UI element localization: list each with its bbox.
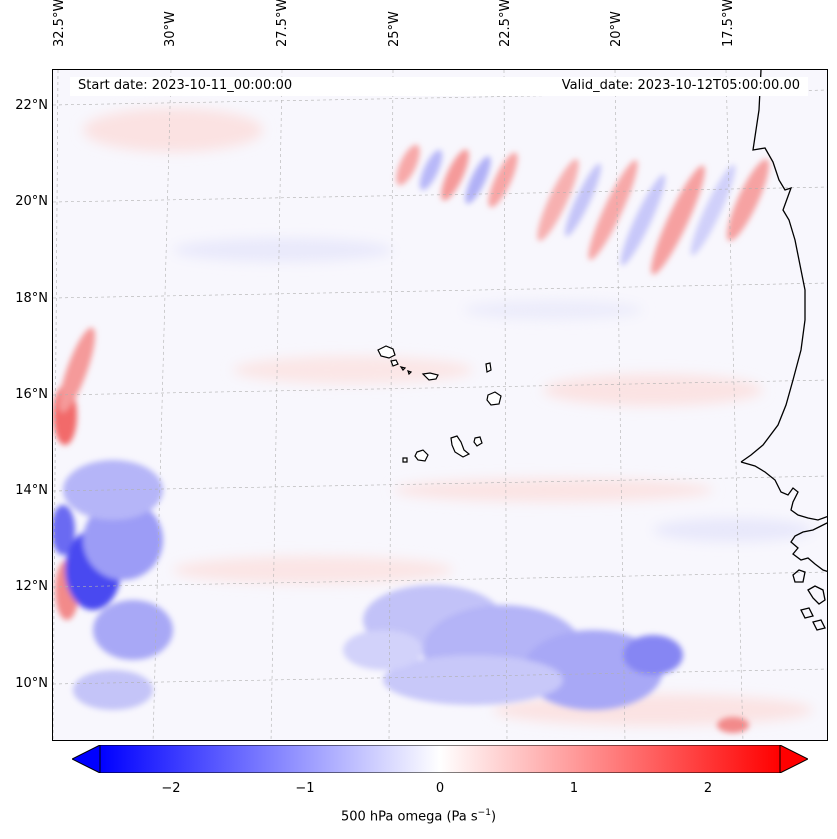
west-africa-coastline <box>740 70 827 631</box>
lon-label-30w: 30°W <box>163 11 178 47</box>
graticule <box>53 70 827 740</box>
omega-field <box>53 70 827 740</box>
colorbar-label: 500 hPa omega (Pa s−1) <box>340 808 497 825</box>
lon-label-22.5w: 22.5°W <box>498 0 513 47</box>
lon-label-32.5w: 32.5°W <box>52 0 67 47</box>
colorbar-tick-0: 0 <box>435 781 445 796</box>
colorbar <box>72 745 808 773</box>
lat-label-16n: 16°N <box>15 387 48 402</box>
lat-label-12n: 12°N <box>15 579 48 594</box>
lon-label-27.5w: 27.5°W <box>275 0 290 47</box>
colorbar-gradient <box>99 745 781 773</box>
lat-label-10n: 10°N <box>15 676 48 691</box>
lat-label-22n: 22°N <box>15 98 48 113</box>
field-southern-ascent-band <box>343 585 749 733</box>
colorbar-min-extend <box>72 745 101 773</box>
valid-date: Valid_date: 2023-10-12T05:00:00.00 <box>561 78 800 93</box>
date-header: Start date: 2023-10-11_00:00:00 Valid_da… <box>70 77 808 96</box>
colorbar-tick-2: 2 <box>703 781 713 796</box>
lat-label-14n: 14°N <box>15 483 48 498</box>
colorbar-tick-minus1: −1 <box>295 781 315 796</box>
map-panel <box>52 69 828 741</box>
colorbar-max-extend <box>779 745 808 773</box>
lat-label-20n: 20°N <box>15 194 48 209</box>
start-date: Start date: 2023-10-11_00:00:00 <box>78 78 293 93</box>
field-northeast-bands <box>396 144 770 275</box>
colorbar-tick-1: 1 <box>569 781 579 796</box>
lat-label-18n: 18°N <box>15 291 48 306</box>
lon-label-20w: 20°W <box>609 11 624 47</box>
lon-label-25w: 25°W <box>387 11 402 47</box>
lon-label-17.5w: 17.5°W <box>721 0 736 47</box>
cape-verde-islands <box>377 345 502 463</box>
colorbar-tick-minus2: −2 <box>161 781 181 796</box>
